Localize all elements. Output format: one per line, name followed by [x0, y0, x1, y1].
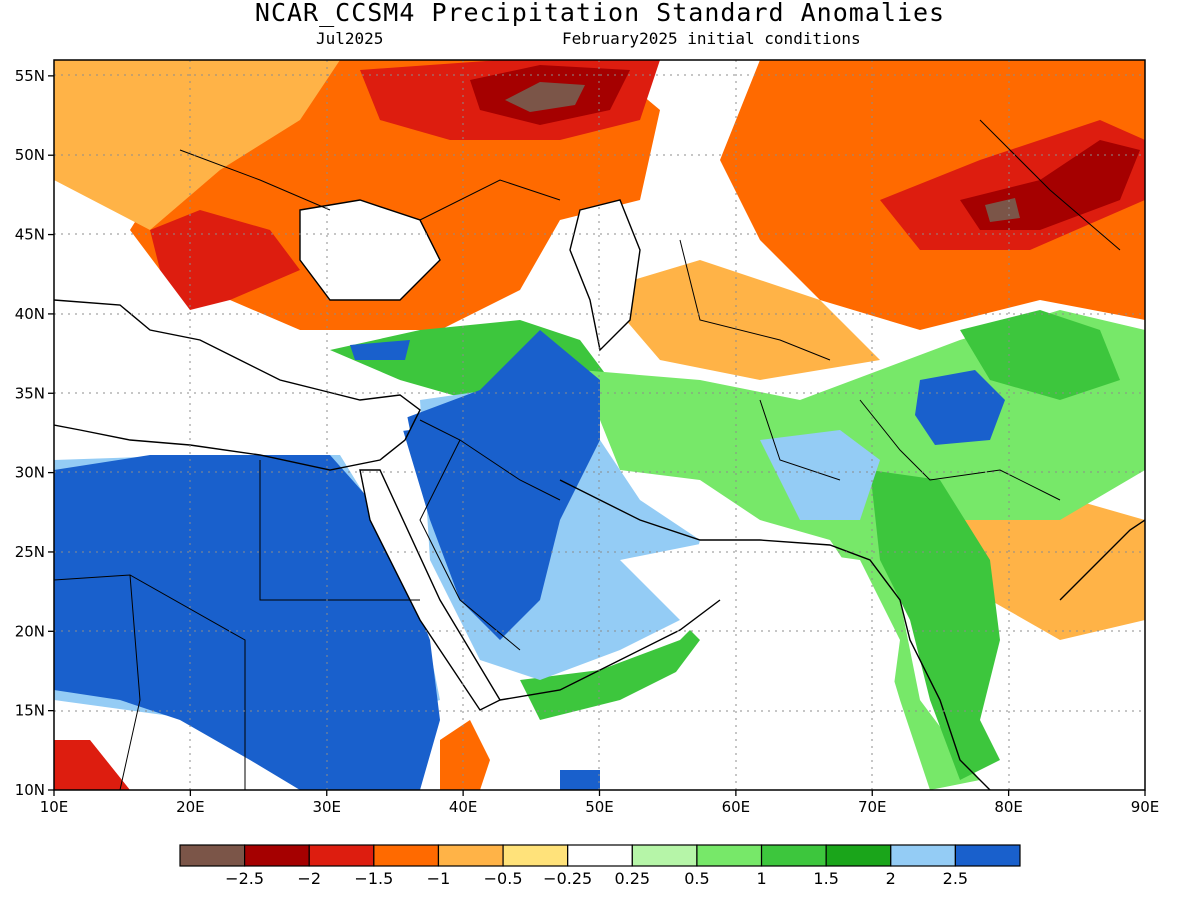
colorbar-label: 1.5: [813, 869, 838, 888]
lon-axis: 10E 20E 30E 40E 50E 60E 70E 80E 90E: [40, 790, 1160, 816]
anomaly-region-extreme-wet-turkey: [350, 340, 410, 360]
anomaly-region-dry-east-africa: [440, 720, 490, 790]
mediterranean-sea: [54, 300, 410, 445]
colorbar-swatch: [567, 844, 633, 867]
caspian-sea: [570, 200, 640, 350]
lat-tick-label: 50N: [15, 146, 45, 164]
init-conditions-label: February2025 initial conditions: [562, 29, 861, 48]
anomaly-region-extreme-wet-north-africa: [54, 455, 440, 790]
anomaly-region-strong-dry-balkans: [150, 210, 300, 310]
lat-tick-label: 10N: [15, 781, 45, 799]
colorbar-label: 0.25: [614, 869, 650, 888]
anomaly-region-extreme-wet-arabia: [400, 330, 600, 640]
map-title: NCAR_CCSM4 Precipitation Standard Anomal…: [254, 0, 946, 27]
lon-tick-label: 80E: [994, 798, 1023, 816]
anomaly-region-most-extreme-dry-east: [985, 198, 1020, 222]
valid-month-label: Jul2025: [316, 29, 384, 48]
black-sea: [300, 200, 440, 300]
anomaly-region-wet-yemen: [520, 600, 720, 720]
lon-tick-label: 20E: [176, 798, 205, 816]
colorbar-swatch: [373, 844, 440, 867]
arabian-sea: [600, 540, 900, 790]
colorbar-swatch: [760, 844, 827, 867]
colorbar-swatch: [244, 844, 310, 867]
lon-tick-label: 30E: [312, 798, 341, 816]
colorbar-label: −0.5: [484, 869, 523, 888]
colorbar-label: 1: [756, 869, 766, 888]
anomaly-region-extreme-wet-kashmir: [915, 370, 1005, 445]
lat-tick-label: 15N: [15, 702, 45, 720]
lat-tick-label: 45N: [15, 226, 45, 244]
lat-tick-label: 40N: [15, 305, 45, 323]
anomaly-field: [54, 60, 1145, 790]
anomaly-region-wet-himalaya: [960, 310, 1120, 400]
country-borders: [54, 119, 1121, 790]
lat-tick-label: 30N: [15, 464, 45, 482]
anomaly-region-strong-dry-west-africa: [54, 740, 130, 790]
anomaly-region-wet-india: [870, 470, 1000, 780]
lat-tick-label: 35N: [15, 384, 45, 402]
coastlines: [54, 199, 1145, 790]
colorbar-swatch: [179, 844, 246, 867]
lon-tick-label: 90E: [1131, 798, 1160, 816]
colorbar-label: −2: [297, 869, 321, 888]
colorbar-swatch: [437, 844, 504, 867]
colorbar-swatch: [502, 844, 569, 867]
anomaly-region-extreme-wet-somalia: [560, 770, 600, 790]
colorbar-swatch: [631, 844, 698, 867]
anomaly-region-strong-dry-kazakhstan: [880, 120, 1145, 250]
colorbar-swatch: [696, 844, 763, 867]
anomaly-region-strong-wet-pakistan: [760, 430, 880, 520]
red-sea: [360, 470, 500, 710]
lon-tick-label: 10E: [40, 798, 69, 816]
lon-tick-label: 70E: [858, 798, 887, 816]
colorbar-swatch: [825, 844, 892, 867]
colorbar-swatch: [308, 844, 375, 867]
anomaly-region-moderate-dry-india-east: [950, 490, 1145, 640]
anomaly-region-most-extreme-dry: [505, 82, 585, 112]
lon-tick-label: 50E: [585, 798, 614, 816]
lat-tick-label: 20N: [15, 622, 45, 640]
colorbar-label: 2.5: [943, 869, 968, 888]
colorbar-label: 2: [886, 869, 896, 888]
lon-tick-label: 40E: [449, 798, 478, 816]
anomaly-region-moderate-dry-europe: [54, 60, 340, 230]
colorbar-label: −0.25: [543, 869, 592, 888]
map-grid: [54, 60, 1145, 790]
lat-tick-label: 25N: [15, 543, 45, 561]
colorbar-label: 0.5: [684, 869, 709, 888]
colorbar-label: −1.5: [354, 869, 393, 888]
anomaly-region-moderate-dry-iran: [600, 260, 880, 380]
colorbar-label: −1: [427, 869, 451, 888]
colorbar-label: −2.5: [225, 869, 264, 888]
lat-tick-label: 55N: [15, 67, 45, 85]
lon-tick-label: 60E: [722, 798, 751, 816]
colorbar-swatch: [890, 844, 956, 867]
colorbar-swatch: [954, 844, 1021, 867]
colorbar: −2.5 −2 −1.5 −1 −0.5 −0.25 0.25 0.5 1 1.5 2 2.5: [179, 844, 1021, 888]
lat-axis: 10N 15N 20N 25N 30N 35N 40N 45N 50N 55N: [15, 67, 54, 799]
anomaly-region-wet-arabia-pakistan: [580, 310, 1145, 790]
